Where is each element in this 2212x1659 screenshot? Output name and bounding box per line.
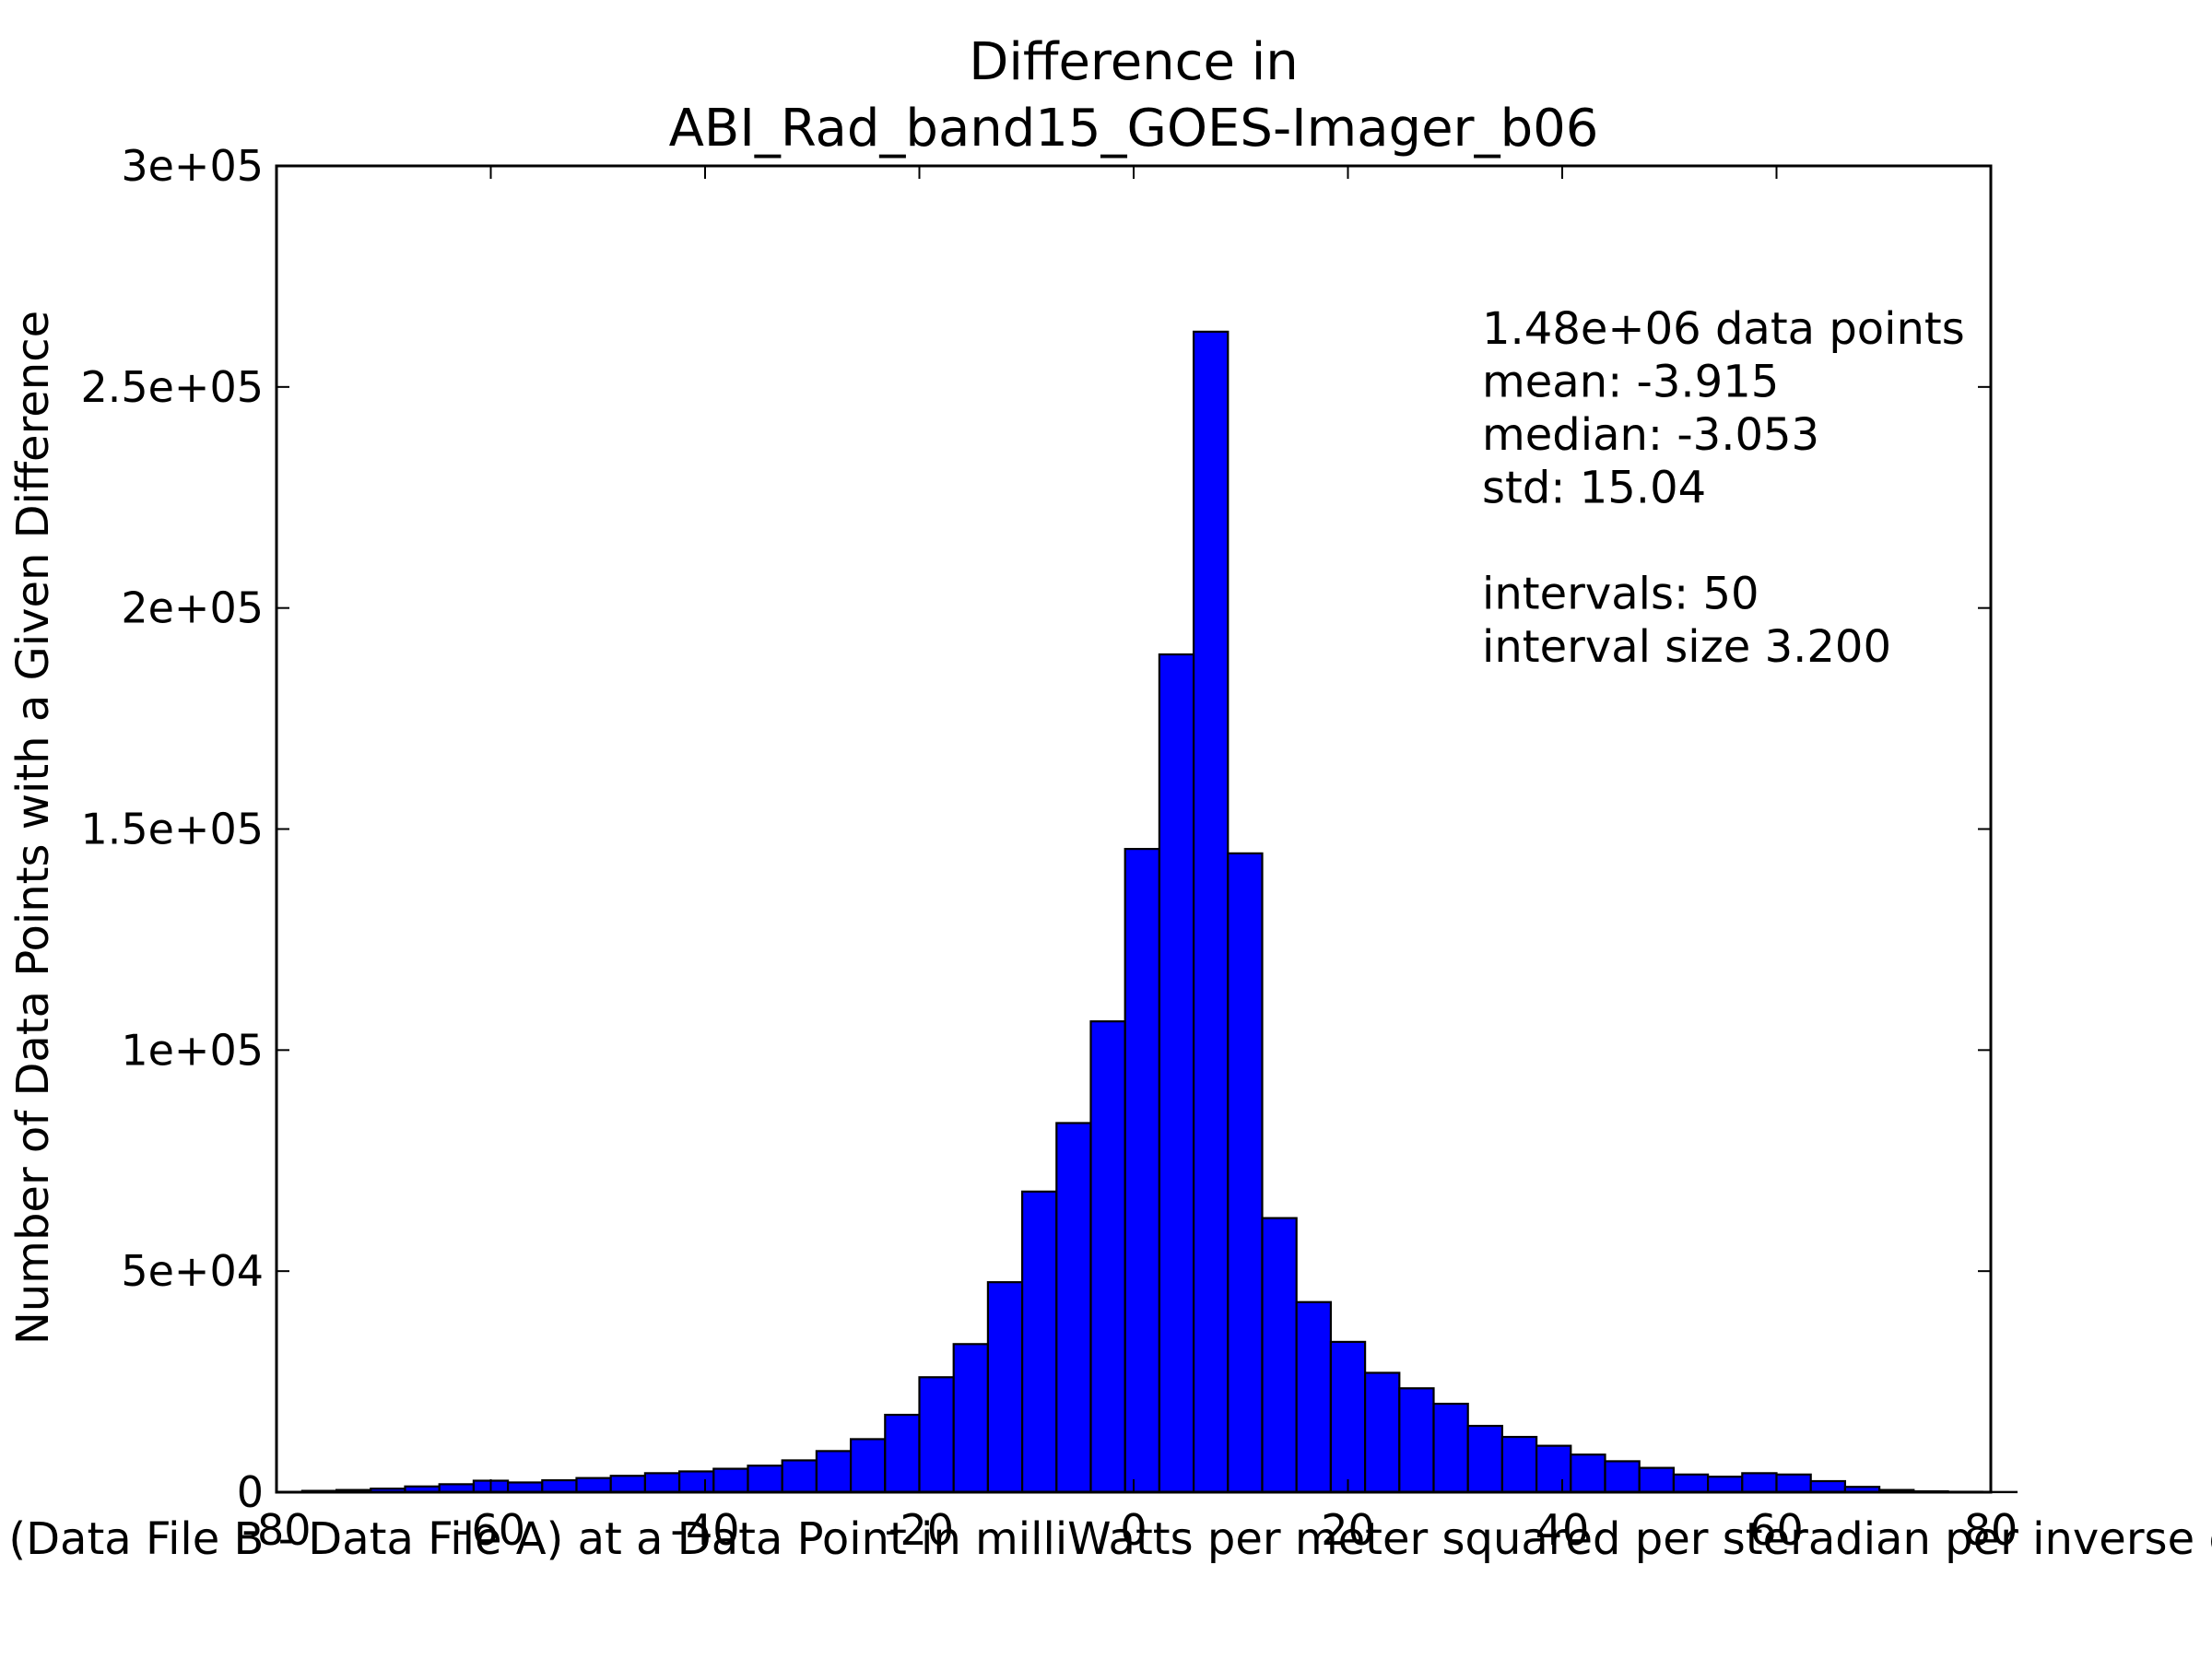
x-tick-labels: -80 -60 -40 -20 0 20 40 60 80 [241, 1505, 2018, 1555]
y-tick-label: 1.5e+05 [80, 805, 264, 854]
histogram-bar [781, 1459, 818, 1494]
histogram-bar [1363, 1371, 1401, 1494]
histogram-bar [1329, 1340, 1367, 1494]
histogram-bar [1466, 1424, 1503, 1494]
y-tick-label: 0 [237, 1467, 264, 1517]
stats-line: mean: -3.915 [1482, 357, 1779, 408]
stats-line: intervals: 50 [1482, 569, 1759, 620]
histogram-bar [1295, 1300, 1332, 1494]
histogram-bar [1124, 847, 1160, 1494]
x-tick-label: 0 [1120, 1505, 1147, 1555]
histogram-bar [1020, 1190, 1058, 1494]
y-tick-label: 2.5e+05 [80, 362, 264, 412]
histogram-bar [884, 1413, 921, 1494]
stats-line: interval size 3.200 [1482, 621, 1891, 673]
x-tick-label: -80 [241, 1505, 311, 1555]
histogram-bar [1638, 1466, 1675, 1494]
chart-title-line-1: Difference in [969, 32, 1299, 92]
histogram-bar [1227, 852, 1264, 1494]
y-tick-labels: 0 5e+04 1e+05 1.5e+05 2e+05 2.5e+05 3e+05 [80, 141, 264, 1517]
stats-line: 1.48e+06 data points [1482, 303, 1965, 355]
histogram-bar [1570, 1453, 1606, 1494]
histogram-bar [918, 1376, 955, 1494]
x-tick-label: -20 [885, 1505, 954, 1555]
x-tick-label: 40 [1535, 1505, 1590, 1555]
y-tick-label: 1e+05 [121, 1025, 264, 1075]
histogram-bar [1672, 1473, 1710, 1494]
histogram-bar [1775, 1473, 1812, 1494]
histogram-bar [815, 1450, 853, 1494]
x-tick-label: -40 [670, 1505, 739, 1555]
stats-line: median: -3.053 [1482, 409, 1819, 461]
histogram-bar [1500, 1435, 1538, 1494]
x-tick-label: -60 [456, 1505, 525, 1555]
y-tick-label: 3e+05 [121, 141, 264, 191]
histogram-bar [1089, 1020, 1126, 1494]
histogram-bar [1706, 1476, 1744, 1494]
y-tick-label: 2e+05 [121, 583, 264, 633]
plot-frame [275, 164, 1993, 1494]
histogram-bar [541, 1478, 578, 1494]
x-tick-label: 80 [1964, 1505, 2018, 1555]
histogram-bar [1192, 330, 1230, 1494]
histogram-bar [575, 1477, 612, 1494]
histogram-bar [986, 1281, 1024, 1494]
histogram-bar [1398, 1387, 1435, 1494]
histogram-bar [1604, 1460, 1641, 1494]
histogram-bars [300, 330, 2018, 1494]
histogram-bar [849, 1438, 887, 1494]
histogram-bar [747, 1465, 783, 1494]
histogram-bar [952, 1343, 989, 1494]
histogram-bar [1535, 1444, 1572, 1494]
histogram-bar [1158, 653, 1195, 1494]
histogram-bar [677, 1470, 715, 1494]
x-tick-label: 20 [1321, 1505, 1375, 1555]
x-tick-label: 60 [1749, 1505, 1804, 1555]
histogram-bar [1055, 1122, 1092, 1494]
histogram-bar [712, 1467, 749, 1494]
histogram-bar [506, 1481, 544, 1494]
histogram-bar [609, 1475, 647, 1494]
stats-line: std: 15.04 [1482, 463, 1706, 514]
y-tick-label: 5e+04 [121, 1246, 264, 1296]
x-axis-label: Value of (Data File B - Data File A) at … [0, 1513, 2212, 1565]
histogram-bar [1261, 1217, 1298, 1494]
histogram-bar [1809, 1479, 1846, 1494]
chart-title-line-2: ABI_Rad_band15_GOES-Imager_b06 [669, 99, 1599, 159]
y-axis-label: Number of Data Points with a Given Diffe… [7, 311, 59, 1345]
chart-title: Difference in ABI_Rad_band15_GOES-Imager… [669, 32, 1599, 159]
histogram-bar [1741, 1472, 1778, 1494]
histogram-bar [1432, 1402, 1469, 1494]
histogram-bar [643, 1472, 681, 1494]
